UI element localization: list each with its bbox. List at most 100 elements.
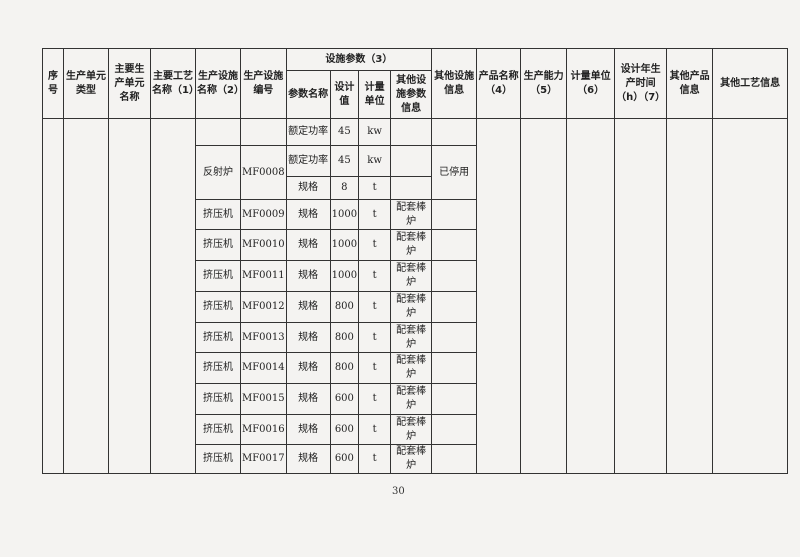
header-design-value: 设计值 [329, 70, 360, 119]
table-row: 挤压机 MF0015 规格 600 t 配套棒炉 [43, 383, 788, 415]
cell-other-facility: 已停用 [431, 145, 478, 200]
header-param-name: 参数名称 [285, 70, 331, 119]
cell-unit: t [358, 176, 392, 200]
header-other-product: 其他产品信息 [666, 48, 714, 119]
header-params-group: 设施参数（3） [285, 48, 433, 71]
cell-capacity [520, 118, 568, 474]
cell-design-value: 800 [329, 352, 360, 384]
cell-other-facility [431, 291, 478, 323]
cell-other-param [390, 145, 433, 177]
cell-design-value: 1000 [329, 199, 360, 230]
header-capacity: 生产能力（5） [520, 48, 568, 119]
cell-facility-code: MF0008 [240, 145, 287, 200]
table-row: 额定功率 45 kw [42, 118, 789, 474]
cell-unit: t [358, 260, 392, 292]
cell-facility-name [195, 118, 241, 146]
cell-other-facility [431, 260, 478, 292]
table-row: 挤压机 MF0017 规格 600 t 配套棒炉 [43, 444, 788, 474]
cell-facility-name: 挤压机 [195, 414, 241, 445]
cell-design-value: 800 [329, 291, 360, 323]
cell-design-value: 600 [329, 444, 360, 474]
header-other-process: 其他工艺信息 [712, 48, 789, 119]
cell-facility-code: MF0011 [240, 260, 287, 292]
cell-other-facility [431, 414, 478, 445]
cell-facility-code: MF0014 [240, 352, 287, 384]
cell-other-param: 配套棒炉 [390, 444, 433, 474]
facility-table: 序号 生产单元类型 主要生产单元名称 主要工艺名称（1） 生产设施名称（2） 生… [42, 48, 789, 474]
cell-other-param: 配套棒炉 [390, 199, 433, 230]
cell-design-value: 600 [329, 414, 360, 445]
cell-facility-name: 挤压机 [195, 444, 241, 474]
cell-other-param: 配套棒炉 [390, 260, 433, 292]
cell-unit-type [63, 118, 109, 474]
cell-param-name: 规格 [285, 199, 331, 230]
header-process: 主要工艺名称（1） [150, 48, 196, 119]
header-unit: 计量单位 [358, 70, 392, 119]
cell-product [476, 118, 522, 474]
cell-other-param: 配套棒炉 [390, 291, 433, 323]
header-facility-code: 生产设施编号 [240, 48, 287, 119]
cell-process [150, 118, 196, 474]
cell-unit: t [358, 383, 392, 415]
cell-design-value: 600 [329, 383, 360, 415]
cell-unit: t [358, 199, 392, 230]
cell-param-name: 规格 [285, 383, 331, 415]
header-facility-name: 生产设施名称（2） [195, 48, 241, 119]
cell-design-value: 800 [329, 322, 360, 353]
cell-facility-name: 挤压机 [195, 383, 241, 415]
cell-facility-code: MF0017 [240, 444, 287, 474]
cell-param-name: 规格 [285, 322, 331, 353]
cell-facility-name: 挤压机 [195, 260, 241, 292]
cell-param-name: 规格 [285, 444, 331, 474]
cell-design-value: 8 [329, 176, 360, 200]
header-other-param: 其他设施参数信息 [390, 70, 433, 119]
cell-unit: t [358, 229, 392, 261]
cell-facility-code: MF0013 [240, 322, 287, 353]
cell-other-process [712, 118, 789, 474]
cell-facility-name: 挤压机 [195, 322, 241, 353]
header-unit-name: 主要生产单元名称 [108, 48, 151, 119]
cell-design-value: 45 [329, 145, 360, 177]
cell-other-facility [431, 118, 478, 146]
table-row: 挤压机 MF0016 规格 600 t 配套棒炉 [43, 414, 788, 445]
cell-facility-code: MF0012 [240, 291, 287, 323]
cell-seq [42, 118, 64, 474]
cell-facility-name: 挤压机 [195, 229, 241, 261]
cell-hours [614, 118, 668, 474]
cell-unit: kw [358, 145, 392, 177]
table-row: 挤压机 MF0010 规格 1000 t 配套棒炉 [43, 229, 788, 261]
cell-other-facility [431, 383, 478, 415]
cell-other-product [666, 118, 714, 474]
table-row: 反射炉 MF0008 额定功率 45 kw 已停用 [43, 145, 788, 200]
cell-other-param: 配套棒炉 [390, 414, 433, 445]
cell-facility-code: MF0015 [240, 383, 287, 415]
cell-param-name: 规格 [285, 414, 331, 445]
cell-param-name: 规格 [285, 260, 331, 292]
cell-unit-name [108, 118, 151, 474]
cell-facility-code [240, 118, 287, 146]
cell-param-name: 规格 [285, 176, 331, 200]
cell-other-param [390, 176, 433, 200]
header-other-facility: 其他设施信息 [431, 48, 478, 119]
cell-unit: t [358, 291, 392, 323]
cell-other-facility [431, 352, 478, 384]
cell-unit: t [358, 414, 392, 445]
cell-unit: t [358, 444, 392, 474]
cell-other-param: 配套棒炉 [390, 322, 433, 353]
header-unit-type: 生产单元类型 [63, 48, 109, 119]
cell-other-facility [431, 444, 478, 474]
cell-other-param [390, 118, 433, 146]
cell-param-name: 规格 [285, 291, 331, 323]
header-hours: 设计年生产时间（h）（7） [614, 48, 668, 119]
cell-facility-name: 挤压机 [195, 352, 241, 384]
cell-other-facility [431, 229, 478, 261]
header-measure-unit: 计量单位（6） [566, 48, 616, 119]
cell-design-value: 1000 [329, 229, 360, 261]
cell-facility-code: MF0010 [240, 229, 287, 261]
cell-facility-code: MF0009 [240, 199, 287, 230]
header-seq: 序号 [42, 48, 64, 119]
cell-measure-unit [566, 118, 616, 474]
cell-unit: t [358, 322, 392, 353]
cell-design-value: 1000 [329, 260, 360, 292]
